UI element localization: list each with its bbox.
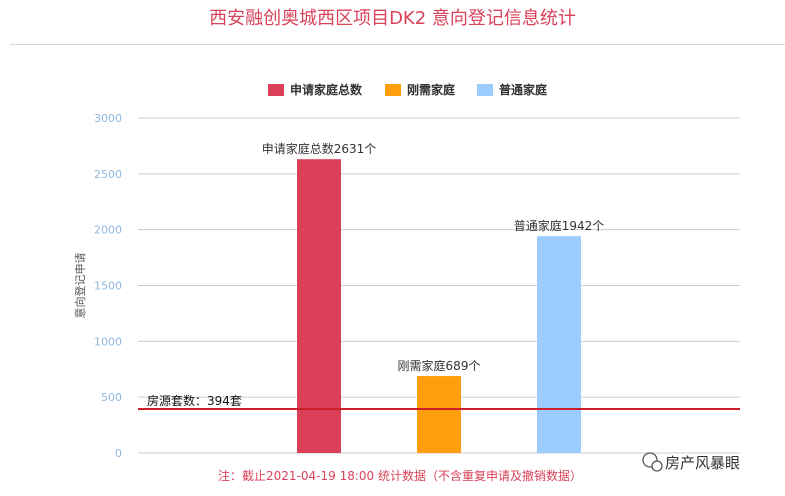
y-axis-label: 意向登记申请: [73, 253, 87, 319]
y-tick-label: 2000: [94, 224, 122, 237]
bar-2: [417, 376, 461, 453]
y-tick-label: 1500: [94, 280, 122, 293]
reference-line-label: 房源套数：394套: [147, 393, 242, 408]
bar-1: [297, 159, 341, 453]
data-label-3: 普通家庭1942个: [514, 218, 605, 233]
bar-3: [537, 236, 581, 453]
footnote: 注：截止2021-04-19 18:00 统计数据（不含重复申请及撤销数据）: [218, 468, 582, 483]
legend-label-3: 普通家庭: [499, 82, 547, 97]
title-divider: [10, 44, 785, 45]
legend-swatch-3: [477, 84, 493, 96]
legend-swatch-2: [385, 84, 401, 96]
legend-swatch-1: [268, 84, 284, 96]
legend-label-2: 刚需家庭: [407, 82, 455, 97]
y-tick-label: 500: [101, 391, 122, 404]
y-tick-label: 0: [115, 447, 122, 460]
y-tick-label: 2500: [94, 168, 122, 181]
legend-label-1: 申请家庭总数: [290, 82, 363, 97]
y-tick-label: 3000: [94, 112, 122, 125]
data-label-1: 申请家庭总数2631个: [262, 141, 377, 156]
chart-title: 西安融创奥城西区项目DK2 意向登记信息统计: [209, 8, 576, 29]
data-label-2: 刚需家庭689个: [398, 358, 481, 373]
wechat-icon: [642, 452, 658, 468]
watermark-text: 房产风暴眼: [665, 454, 740, 472]
y-tick-label: 1000: [94, 335, 122, 348]
wechat-icon-bubble: [651, 460, 663, 472]
